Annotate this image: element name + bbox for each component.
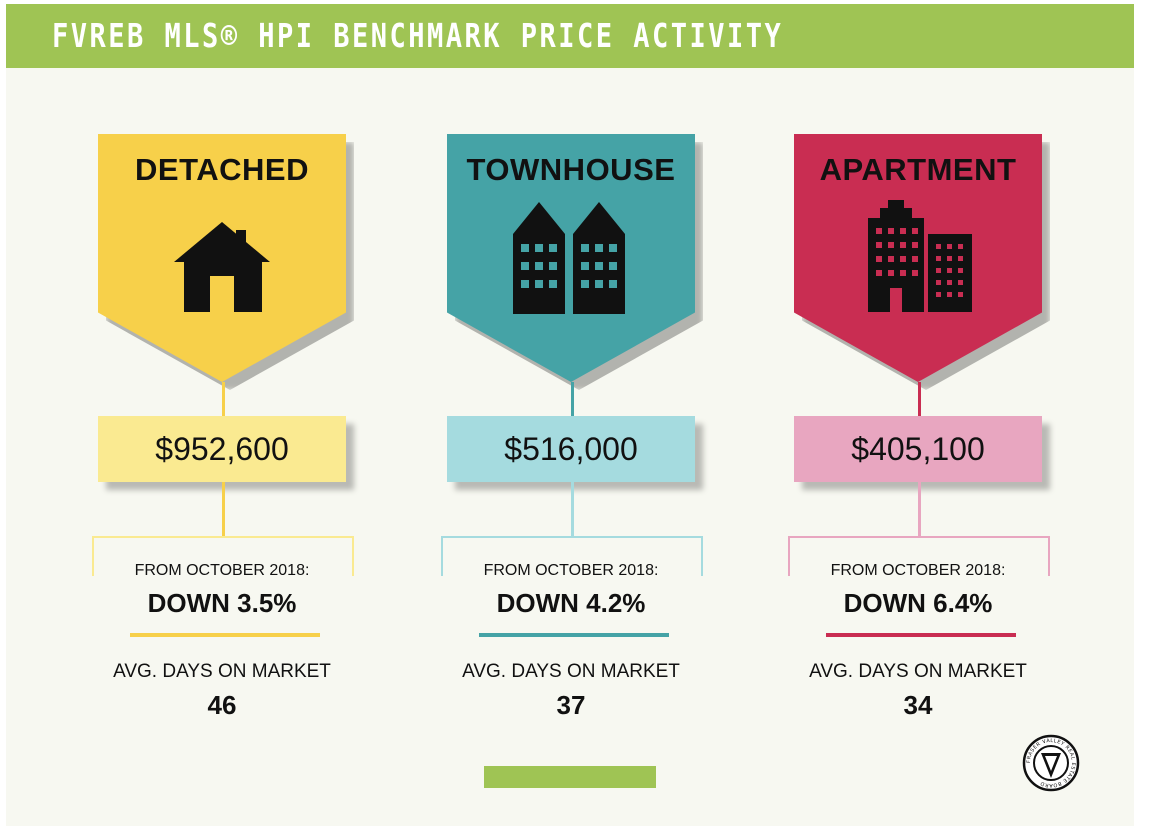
change-value: DOWN 3.5%: [147, 588, 297, 618]
category-title: TOWNHOUSE: [466, 152, 676, 187]
change-label: FROM OCTOBER 2018:: [483, 562, 659, 579]
days-on-market-value: 46: [207, 690, 237, 720]
accent-underline: [130, 633, 320, 637]
house-icon: [174, 222, 270, 312]
change-bracket: [788, 536, 1050, 576]
change-bracket: [92, 536, 354, 576]
page-title: FVREB MLS® HPI BENCHMARK PRICE ACTIVITY: [52, 16, 784, 55]
category-title: DETACHED: [135, 152, 309, 187]
connector-line: [918, 382, 921, 418]
connector-line: [571, 482, 574, 536]
infographic: FVREB MLS® HPI BENCHMARK PRICE ACTIVITY …: [6, 4, 1134, 826]
change-bracket: [441, 536, 703, 576]
benchmark-price: $952,600: [155, 431, 289, 467]
change-value: DOWN 6.4%: [843, 588, 993, 618]
connector-line: [222, 382, 225, 418]
accent-underline: [479, 633, 669, 637]
days-on-market-value: 37: [556, 690, 586, 720]
price-box: [794, 416, 1042, 482]
connector-line: [571, 382, 574, 418]
benchmark-price: $405,100: [851, 431, 985, 467]
footer-accent-bar: [484, 766, 656, 788]
accent-underline: [826, 633, 1016, 637]
townhouse-card: TOWNHOUSE $516,000 FROM OCTOBER 2018: DO…: [441, 4, 703, 826]
detached-card: DETACHED $952,600 FROM OCTOBER 2018: DOW…: [92, 4, 354, 826]
days-on-market-label: AVG. DAYS ON MARKET: [462, 661, 680, 682]
change-label: FROM OCTOBER 2018:: [830, 562, 1006, 579]
connector-line: [222, 482, 225, 536]
days-on-market-value: 34: [903, 690, 933, 720]
apartment-building-icon: [868, 200, 972, 312]
change-label: FROM OCTOBER 2018:: [134, 562, 310, 579]
header-banner: FVREB MLS® HPI BENCHMARK PRICE ACTIVITY: [6, 4, 1134, 68]
price-box: [447, 416, 695, 482]
benchmark-price: $516,000: [504, 431, 638, 467]
days-on-market-label: AVG. DAYS ON MARKET: [809, 661, 1027, 682]
townhouse-icon: [513, 202, 625, 314]
category-title: APARTMENT: [819, 152, 1017, 187]
apartment-card: APARTMENT $405,100 FROM O: [788, 4, 1050, 826]
price-box: [98, 416, 346, 482]
fvreb-seal-icon: FRASER VALLEY REAL ESTATE BOARD: [1022, 734, 1080, 792]
days-on-market-label: AVG. DAYS ON MARKET: [113, 661, 331, 682]
change-value: DOWN 4.2%: [496, 588, 646, 618]
connector-line: [918, 482, 921, 536]
